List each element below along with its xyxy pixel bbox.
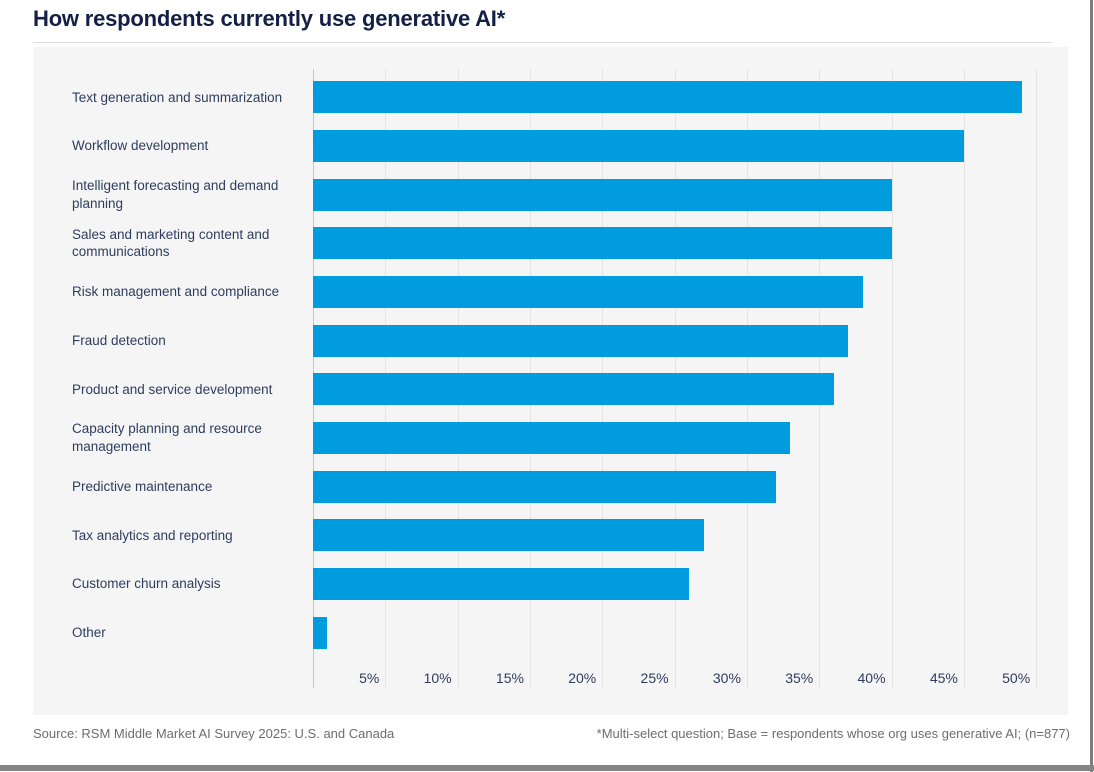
bar xyxy=(313,276,863,309)
bar xyxy=(313,227,892,260)
bar-row: Other xyxy=(33,608,1068,657)
gridline-50 xyxy=(1036,69,1038,688)
category-label: Capacity planning and resource managemen… xyxy=(72,421,262,455)
gridline-45 xyxy=(963,69,965,688)
category-label: Fraud detection xyxy=(72,332,166,348)
bar-track xyxy=(313,414,1068,463)
bar-row: Capacity planning and resource managemen… xyxy=(33,414,1068,463)
window-frame-bottom xyxy=(0,765,1094,771)
bar-track xyxy=(313,170,1068,219)
x-tick-label: 30% xyxy=(712,670,741,686)
bar-track xyxy=(313,462,1068,511)
source-text: Source: RSM Middle Market AI Survey 2025… xyxy=(33,725,395,741)
bar-row: Sales and marketing content and communic… xyxy=(33,219,1068,268)
bar-row: Predictive maintenance xyxy=(33,462,1068,511)
category-label: Workflow development xyxy=(72,138,209,154)
bar-row: Text generation and summarization xyxy=(33,73,1068,122)
bar-row: Intelligent forecasting and demand plann… xyxy=(33,170,1068,219)
bar-row: Tax analytics and reporting xyxy=(33,511,1068,560)
x-tick-label: 25% xyxy=(640,670,669,686)
category-label: Sales and marketing content and communic… xyxy=(72,226,270,260)
bar xyxy=(313,373,834,406)
bar xyxy=(313,470,776,503)
bar-track xyxy=(313,268,1068,317)
category-label: Text generation and summarization xyxy=(72,89,283,105)
bar xyxy=(313,568,690,601)
bar-track xyxy=(313,219,1068,268)
x-tick-label: 10% xyxy=(423,670,452,686)
bar-track xyxy=(313,560,1068,609)
bar-track xyxy=(313,608,1068,657)
x-tick-label: 20% xyxy=(568,670,597,686)
bar-row: Fraud detection xyxy=(33,316,1068,365)
category-label: Intelligent forecasting and demand plann… xyxy=(72,178,279,211)
bar-track xyxy=(313,365,1068,414)
bar-row: Customer churn analysis xyxy=(33,560,1068,609)
bar xyxy=(313,616,328,649)
x-tick-label: 35% xyxy=(785,670,814,686)
bar-track xyxy=(313,73,1068,122)
bar-track xyxy=(313,316,1068,365)
chart-panel: Text generation and summarization Workflo… xyxy=(33,47,1068,715)
bar xyxy=(313,178,892,211)
bar xyxy=(313,130,964,162)
bar-track xyxy=(313,122,1068,171)
x-tick-label: 50% xyxy=(1002,670,1031,686)
bar-row: Risk management and compliance xyxy=(33,268,1068,317)
chart-title: How respondents currently use generative… xyxy=(33,6,506,31)
category-label: Tax analytics and reporting xyxy=(72,527,233,543)
bar-row: Product and service development xyxy=(33,365,1068,414)
category-label: Product and service development xyxy=(72,381,273,397)
bar-row: Workflow development xyxy=(33,122,1068,171)
category-label: Predictive maintenance xyxy=(72,478,213,494)
title-divider xyxy=(33,42,1052,43)
bar-rows: Text generation and summarization Workflo… xyxy=(33,73,1068,657)
gridline-40 xyxy=(891,69,893,688)
x-tick-label: 45% xyxy=(929,670,958,686)
window-frame-right xyxy=(1090,0,1093,772)
x-tick-label: 5% xyxy=(359,670,380,686)
footnote-text: *Multi-select question; Base = responden… xyxy=(596,725,1070,741)
bar-track xyxy=(313,511,1068,560)
bar xyxy=(313,324,849,357)
bar xyxy=(313,422,791,455)
bar xyxy=(313,519,704,552)
category-label: Risk management and compliance xyxy=(72,284,280,300)
bar xyxy=(313,81,1022,114)
x-tick-label: 40% xyxy=(857,670,886,686)
category-label: Customer churn analysis xyxy=(72,576,221,592)
chart-footer: Source: RSM Middle Market AI Survey 2025… xyxy=(33,723,1070,743)
category-label: Other xyxy=(72,624,106,640)
x-axis-tick-labels: 5% 10% 15% 20% 25% 30% 35% 40% 45% 50% xyxy=(313,666,1068,691)
x-tick-label: 15% xyxy=(495,670,524,686)
